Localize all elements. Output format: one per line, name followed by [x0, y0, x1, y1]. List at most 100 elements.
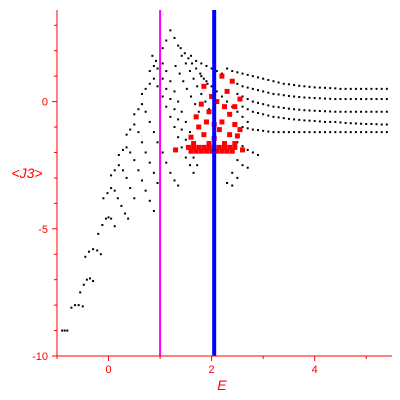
- black-data-point: [380, 87, 383, 90]
- black-data-point: [257, 154, 259, 157]
- black-data-point: [272, 80, 275, 83]
- red-data-point: [198, 101, 204, 107]
- black-data-point: [96, 249, 99, 252]
- black-data-point: [144, 110, 147, 113]
- black-data-point: [154, 59, 157, 62]
- black-data-point: [272, 92, 275, 95]
- black-dot-series: [61, 29, 388, 332]
- black-data-point: [257, 89, 259, 92]
- black-data-point: [303, 85, 306, 88]
- black-data-point: [365, 122, 368, 125]
- black-data-point: [184, 156, 187, 159]
- black-data-point: [246, 166, 249, 169]
- black-data-point: [104, 217, 107, 220]
- y-axis-title: <J3>: [11, 165, 42, 181]
- red-data-point: [224, 88, 230, 94]
- black-data-point: [137, 169, 140, 172]
- black-data-point: [313, 119, 316, 122]
- black-data-point: [102, 197, 105, 200]
- black-data-point: [370, 110, 373, 113]
- black-data-point: [277, 106, 280, 109]
- black-data-point: [152, 209, 155, 212]
- black-data-point: [262, 129, 265, 132]
- black-data-point: [251, 87, 254, 90]
- black-data-point: [137, 131, 140, 134]
- black-data-point: [191, 62, 194, 65]
- black-data-point: [262, 77, 265, 80]
- black-data-point: [179, 47, 182, 50]
- black-data-point: [277, 131, 280, 134]
- black-data-point: [79, 291, 82, 294]
- red-data-point: [234, 133, 240, 139]
- black-data-point: [329, 97, 332, 100]
- red-data-point: [224, 148, 230, 154]
- black-data-point: [205, 64, 208, 67]
- ticks: 0 2 4 -10 -5 0: [32, 24, 367, 376]
- black-data-point: [360, 131, 363, 134]
- black-data-point: [127, 217, 130, 220]
- black-data-point: [380, 110, 383, 113]
- black-data-point: [156, 67, 159, 70]
- red-data-point: [229, 78, 235, 84]
- black-data-point: [74, 304, 77, 307]
- black-data-point: [141, 103, 144, 106]
- red-data-point: [203, 119, 209, 125]
- red-data-point: [206, 144, 212, 150]
- black-data-point: [241, 126, 244, 129]
- black-data-point: [190, 54, 192, 57]
- black-data-point: [120, 204, 123, 207]
- black-data-point: [344, 87, 347, 90]
- red-data-point: [196, 124, 202, 130]
- black-data-point: [257, 76, 259, 79]
- black-data-point: [246, 148, 249, 151]
- black-data-point: [210, 67, 213, 70]
- black-data-point: [241, 105, 244, 108]
- black-data-point: [236, 141, 239, 144]
- black-data-point: [334, 120, 337, 123]
- red-data-point: [227, 144, 233, 150]
- black-data-point: [236, 71, 239, 74]
- red-data-point: [227, 111, 233, 117]
- black-data-point: [169, 29, 172, 32]
- black-data-point: [236, 159, 239, 162]
- black-data-point: [177, 44, 180, 47]
- black-data-point: [318, 120, 321, 123]
- black-data-point: [199, 72, 202, 75]
- black-data-point: [380, 98, 383, 101]
- black-data-point: [161, 151, 164, 154]
- black-data-point: [339, 110, 342, 113]
- black-data-point: [231, 171, 234, 174]
- black-data-point: [313, 97, 316, 100]
- red-data-point: [232, 141, 238, 147]
- black-data-point: [267, 114, 270, 117]
- black-data-point: [287, 117, 290, 120]
- black-data-point: [251, 75, 254, 78]
- black-data-point: [251, 110, 254, 113]
- x-tick-label: 0: [105, 364, 111, 376]
- black-data-point: [173, 90, 176, 93]
- black-data-point: [257, 129, 259, 132]
- black-data-point: [308, 131, 311, 134]
- black-data-point: [282, 131, 285, 134]
- black-data-point: [354, 110, 357, 113]
- red-data-point: [185, 144, 191, 150]
- black-data-point: [177, 100, 180, 103]
- red-data-point: [201, 83, 207, 89]
- red-data-point: [222, 104, 227, 110]
- black-data-point: [161, 47, 164, 50]
- black-data-point: [349, 131, 352, 134]
- black-data-point: [282, 117, 285, 120]
- black-data-point: [82, 283, 85, 286]
- red-data-point: [203, 148, 209, 154]
- black-data-point: [324, 120, 326, 123]
- black-data-point: [141, 92, 144, 95]
- black-data-point: [293, 118, 296, 121]
- black-data-point: [184, 138, 187, 141]
- black-data-point: [385, 110, 388, 113]
- black-data-point: [344, 121, 347, 124]
- black-data-point: [318, 97, 321, 100]
- black-data-point: [318, 131, 321, 134]
- black-data-point: [251, 151, 254, 154]
- red-data-point: [209, 148, 215, 154]
